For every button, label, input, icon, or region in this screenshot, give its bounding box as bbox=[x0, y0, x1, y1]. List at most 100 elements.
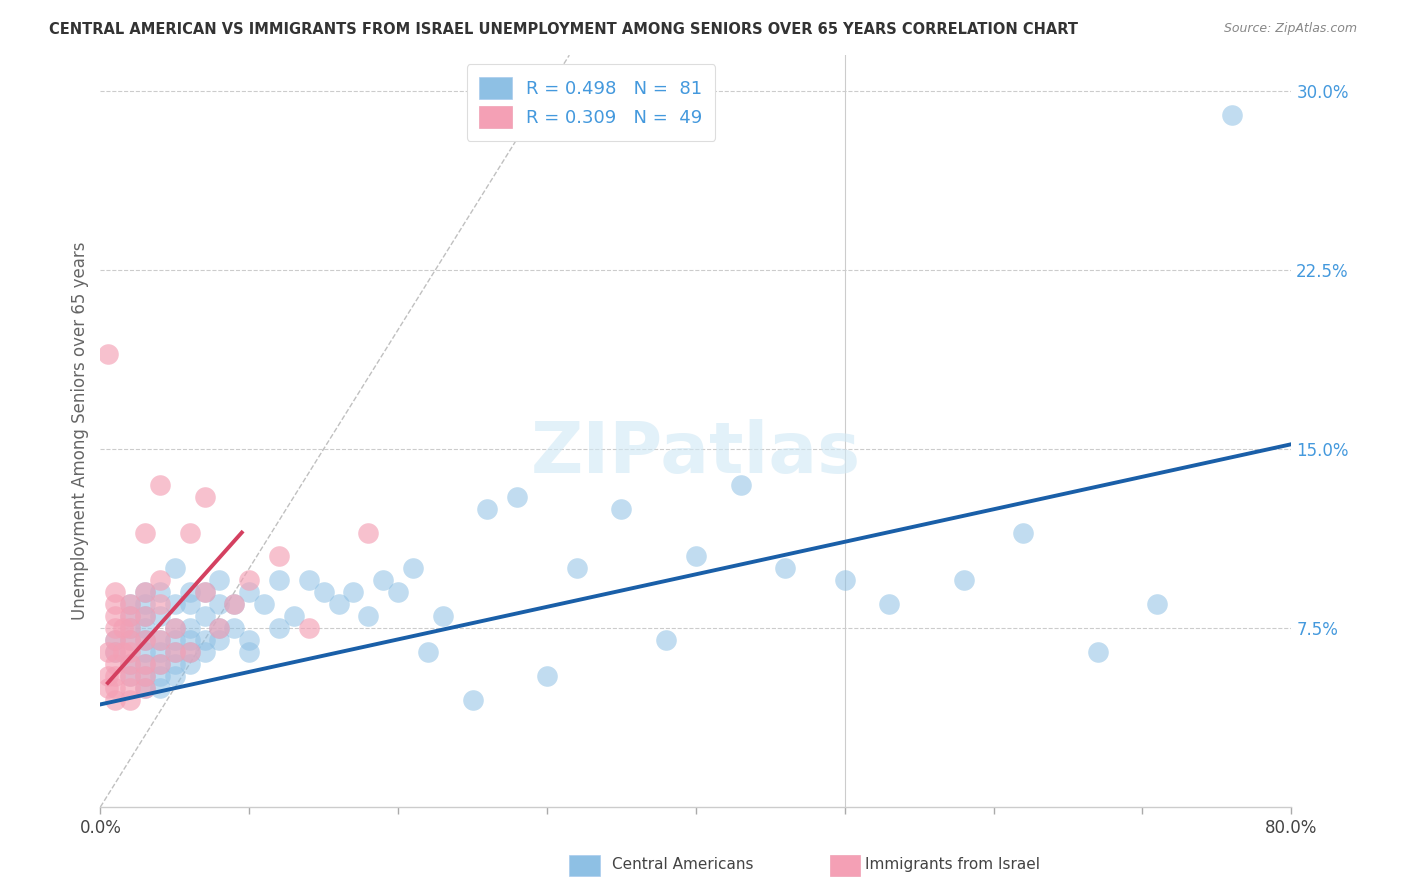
Point bbox=[120, 597, 142, 611]
Point bbox=[163, 621, 186, 635]
Point bbox=[238, 645, 260, 659]
Point bbox=[120, 657, 142, 671]
Point bbox=[134, 525, 156, 540]
Point bbox=[149, 597, 172, 611]
Point bbox=[163, 657, 186, 671]
Point bbox=[953, 574, 976, 588]
Point bbox=[134, 632, 156, 647]
Point bbox=[730, 478, 752, 492]
Point bbox=[120, 597, 142, 611]
Point bbox=[134, 669, 156, 683]
Point bbox=[97, 669, 120, 683]
Point bbox=[163, 561, 186, 575]
Point bbox=[208, 632, 231, 647]
Point bbox=[120, 632, 142, 647]
Point bbox=[267, 621, 290, 635]
Point bbox=[267, 574, 290, 588]
Point bbox=[179, 645, 201, 659]
Point bbox=[163, 645, 186, 659]
Point bbox=[193, 632, 215, 647]
Point bbox=[432, 609, 454, 624]
Point bbox=[208, 621, 231, 635]
Point bbox=[97, 346, 120, 360]
Text: Central Americans: Central Americans bbox=[612, 857, 754, 872]
Point bbox=[208, 574, 231, 588]
Point bbox=[120, 681, 142, 695]
Point bbox=[149, 657, 172, 671]
Point bbox=[328, 597, 350, 611]
Point bbox=[104, 645, 127, 659]
Point bbox=[120, 632, 142, 647]
Point bbox=[97, 681, 120, 695]
Point bbox=[402, 561, 425, 575]
Point bbox=[111, 645, 134, 659]
Point bbox=[179, 645, 201, 659]
Text: Immigrants from Israel: Immigrants from Israel bbox=[865, 857, 1039, 872]
Point bbox=[134, 609, 156, 624]
Point bbox=[120, 669, 142, 683]
Point bbox=[120, 621, 142, 635]
Point bbox=[655, 632, 678, 647]
Point bbox=[267, 549, 290, 564]
Point bbox=[193, 645, 215, 659]
Point bbox=[97, 645, 120, 659]
Point bbox=[149, 585, 172, 599]
Text: ZIPatlas: ZIPatlas bbox=[531, 419, 860, 488]
Point bbox=[416, 645, 439, 659]
Point bbox=[149, 478, 172, 492]
Point bbox=[134, 657, 156, 671]
Point bbox=[461, 692, 484, 706]
Text: CENTRAL AMERICAN VS IMMIGRANTS FROM ISRAEL UNEMPLOYMENT AMONG SENIORS OVER 65 YE: CENTRAL AMERICAN VS IMMIGRANTS FROM ISRA… bbox=[49, 22, 1078, 37]
Point bbox=[387, 585, 409, 599]
Point bbox=[104, 681, 127, 695]
Point bbox=[163, 645, 186, 659]
Point bbox=[104, 632, 127, 647]
Point bbox=[149, 669, 172, 683]
Point bbox=[120, 669, 142, 683]
Point bbox=[149, 609, 172, 624]
Point bbox=[1012, 525, 1035, 540]
Point bbox=[193, 585, 215, 599]
Point bbox=[134, 585, 156, 599]
Y-axis label: Unemployment Among Seniors over 65 years: Unemployment Among Seniors over 65 years bbox=[72, 242, 89, 620]
Point bbox=[342, 585, 364, 599]
Point bbox=[104, 632, 127, 647]
Point bbox=[134, 621, 156, 635]
Point bbox=[111, 621, 134, 635]
Point bbox=[253, 597, 276, 611]
Point bbox=[104, 657, 127, 671]
Point bbox=[134, 597, 156, 611]
Point bbox=[193, 490, 215, 504]
Point bbox=[477, 501, 499, 516]
Point bbox=[357, 525, 380, 540]
Point bbox=[193, 585, 215, 599]
Point bbox=[283, 609, 305, 624]
Point bbox=[134, 609, 156, 624]
Point bbox=[208, 597, 231, 611]
Point bbox=[224, 597, 246, 611]
Point bbox=[312, 585, 335, 599]
Legend: R = 0.498   N =  81, R = 0.309   N =  49: R = 0.498 N = 81, R = 0.309 N = 49 bbox=[467, 64, 716, 141]
Point bbox=[298, 574, 321, 588]
Point bbox=[224, 621, 246, 635]
Point bbox=[565, 561, 588, 575]
Point bbox=[149, 657, 172, 671]
Point bbox=[104, 621, 127, 635]
Point bbox=[104, 585, 127, 599]
Point bbox=[104, 609, 127, 624]
Point bbox=[179, 597, 201, 611]
Point bbox=[163, 632, 186, 647]
Point bbox=[506, 490, 529, 504]
Point bbox=[179, 585, 201, 599]
Point bbox=[373, 574, 395, 588]
Point bbox=[134, 632, 156, 647]
Point bbox=[120, 692, 142, 706]
Point bbox=[685, 549, 707, 564]
Point bbox=[193, 609, 215, 624]
Point bbox=[149, 645, 172, 659]
Point bbox=[1087, 645, 1109, 659]
Point bbox=[120, 621, 142, 635]
Point bbox=[134, 681, 156, 695]
Point bbox=[536, 669, 558, 683]
Point bbox=[149, 681, 172, 695]
